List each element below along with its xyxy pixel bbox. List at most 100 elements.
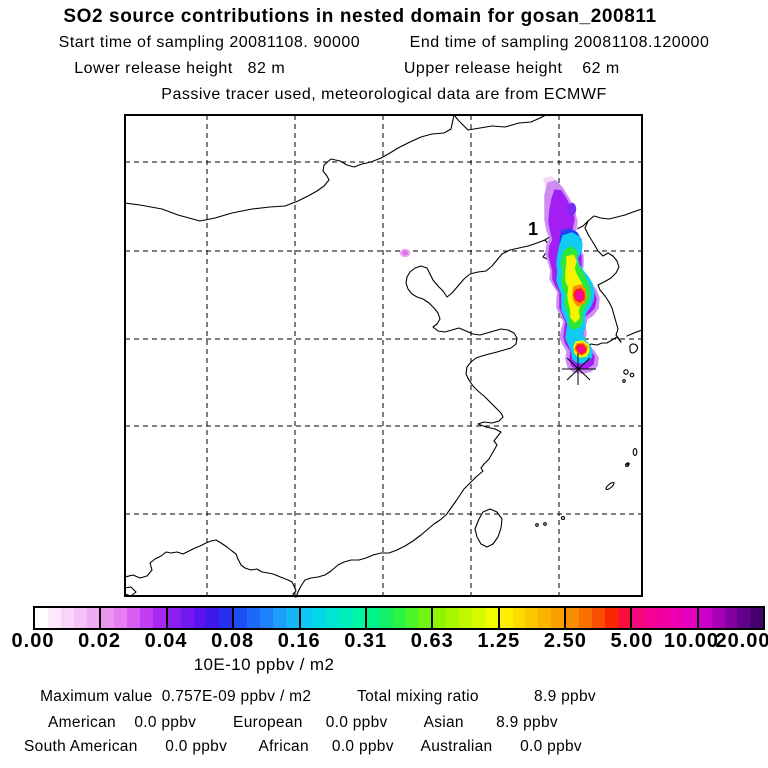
release-point-label: 1	[528, 219, 539, 239]
colorbar-cell	[405, 608, 419, 628]
colorbar-tick-label: 20.00	[715, 630, 768, 652]
island	[622, 379, 626, 383]
colorbar-cell	[711, 608, 725, 628]
taiwan	[474, 508, 503, 548]
colorbar-cell	[60, 608, 74, 628]
colorbar-cell	[247, 608, 260, 628]
colorbar-cell	[551, 608, 564, 628]
colorbar-cell	[750, 608, 764, 628]
plume-pink-core-mid	[575, 290, 584, 301]
colorbar-cell	[471, 608, 485, 628]
japan-strait-line	[626, 329, 643, 337]
colorbar-tick-label: 2.50	[543, 630, 587, 652]
colorbar-cell	[392, 608, 406, 628]
kyushu-curl	[629, 343, 638, 354]
colorbar-cell	[193, 608, 207, 628]
colorbar-cell	[99, 608, 115, 628]
faint-plume-dot-inner	[401, 250, 409, 256]
colorbar-cell	[497, 608, 513, 628]
colorbar-cell	[206, 608, 220, 628]
so2-plume	[399, 176, 600, 374]
colorbar-cell	[604, 608, 618, 628]
colorbar-cell	[326, 608, 340, 628]
colorbar-cell	[219, 608, 233, 628]
colorbar-cell	[127, 608, 140, 628]
colorbar-cell	[671, 608, 684, 628]
colorbar-cell	[538, 608, 552, 628]
island	[624, 462, 630, 468]
colorbar-cell	[696, 608, 712, 628]
colorbar-tick-label: 0.00	[11, 630, 55, 652]
colorbar-cell	[484, 608, 498, 628]
colorbar-cell	[140, 608, 153, 628]
colorbar-cell	[431, 608, 447, 628]
release-heights-line: Lower release height 82 m Upper release …	[74, 60, 620, 77]
map-frame	[124, 114, 643, 597]
colorbar-cell	[459, 608, 472, 628]
island-okinawa	[605, 481, 615, 491]
colorbar-cell	[564, 608, 579, 628]
island	[535, 523, 539, 527]
colorbar-tick-label: 0.63	[410, 630, 454, 652]
coastlines	[124, 114, 643, 598]
colorbar-tick-labels: 0.00 0.02 0.04 0.08 0.16 0.31 0.63 1.25 2.50 5.00…	[0, 630, 768, 654]
continent-contributions-row1: American 0.0 ppbv European 0.0 ppbv Asia…	[48, 714, 558, 731]
colorbar-cell	[259, 608, 273, 628]
colorbar-cell	[35, 608, 48, 628]
colorbar-cell	[512, 608, 526, 628]
colorbar-cell	[591, 608, 605, 628]
colorbar-cell	[47, 608, 61, 628]
colorbar-cell	[658, 608, 671, 628]
island	[623, 369, 629, 375]
colorbar-cell	[165, 608, 181, 628]
page-title: SO2 source contributions in nested domai…	[63, 6, 657, 27]
colorbar-cell	[418, 608, 432, 628]
colorbar-cell	[364, 608, 380, 628]
tracer-note-line: Passive tracer used, meteorological data…	[161, 86, 607, 103]
colorbar-cell	[352, 608, 365, 628]
colorbar-tick-label: 0.02	[78, 630, 121, 652]
colorbar-cell	[152, 608, 166, 628]
island	[629, 372, 635, 378]
colorbar-cell	[298, 608, 314, 628]
sampling-times-line: Start time of sampling 20081108. 90000 E…	[58, 34, 710, 51]
colorbar-cell	[630, 608, 646, 628]
hainan-corner	[124, 586, 137, 597]
continent-contributions-row2: South American 0.0 ppbv African 0.0 ppbv…	[24, 738, 582, 755]
colorbar-cell	[339, 608, 352, 628]
colorbar-tick-label: 0.04	[144, 630, 188, 652]
colorbar-cell	[232, 608, 247, 628]
max-value-and-total-ratio: Maximum value 0.757E-09 ppbv / m2 Total …	[40, 688, 596, 705]
colorbar-cell	[285, 608, 299, 628]
colorbar	[33, 606, 765, 630]
north-border-line	[124, 114, 455, 222]
colorbar-cell	[180, 608, 194, 628]
island	[560, 515, 566, 521]
colorbar-cell	[73, 608, 87, 628]
vietnam-border-coast	[124, 539, 297, 598]
colorbar-cell	[683, 608, 697, 628]
russia-korea-east-coast	[584, 208, 643, 343]
china-coast	[295, 239, 546, 598]
colorbar-cell	[379, 608, 393, 628]
colorbar-cell	[724, 608, 738, 628]
colorbar-tick-label: 0.16	[277, 630, 321, 652]
colorbar-tick-label: 5.00	[610, 630, 654, 652]
colorbar-cell	[446, 608, 459, 628]
colorbar-cell	[617, 608, 631, 628]
colorbar-tick-label: 1.25	[477, 630, 521, 652]
plume-pink-core-bottom	[578, 346, 585, 353]
colorbar-cell	[114, 608, 128, 628]
colorbar-cell	[645, 608, 659, 628]
colorbar-cell	[272, 608, 286, 628]
colorbar-cell	[86, 608, 100, 628]
colorbar-cell	[578, 608, 592, 628]
receptor-asterisk-marker	[562, 353, 596, 385]
island-amami	[632, 448, 638, 456]
colorbar-cell	[525, 608, 539, 628]
colorbar-tick-label: 0.08	[211, 630, 255, 652]
latlon-grid	[125, 115, 642, 596]
colorbar-tick-label: 0.31	[344, 630, 388, 652]
amur-coast	[453, 114, 547, 131]
